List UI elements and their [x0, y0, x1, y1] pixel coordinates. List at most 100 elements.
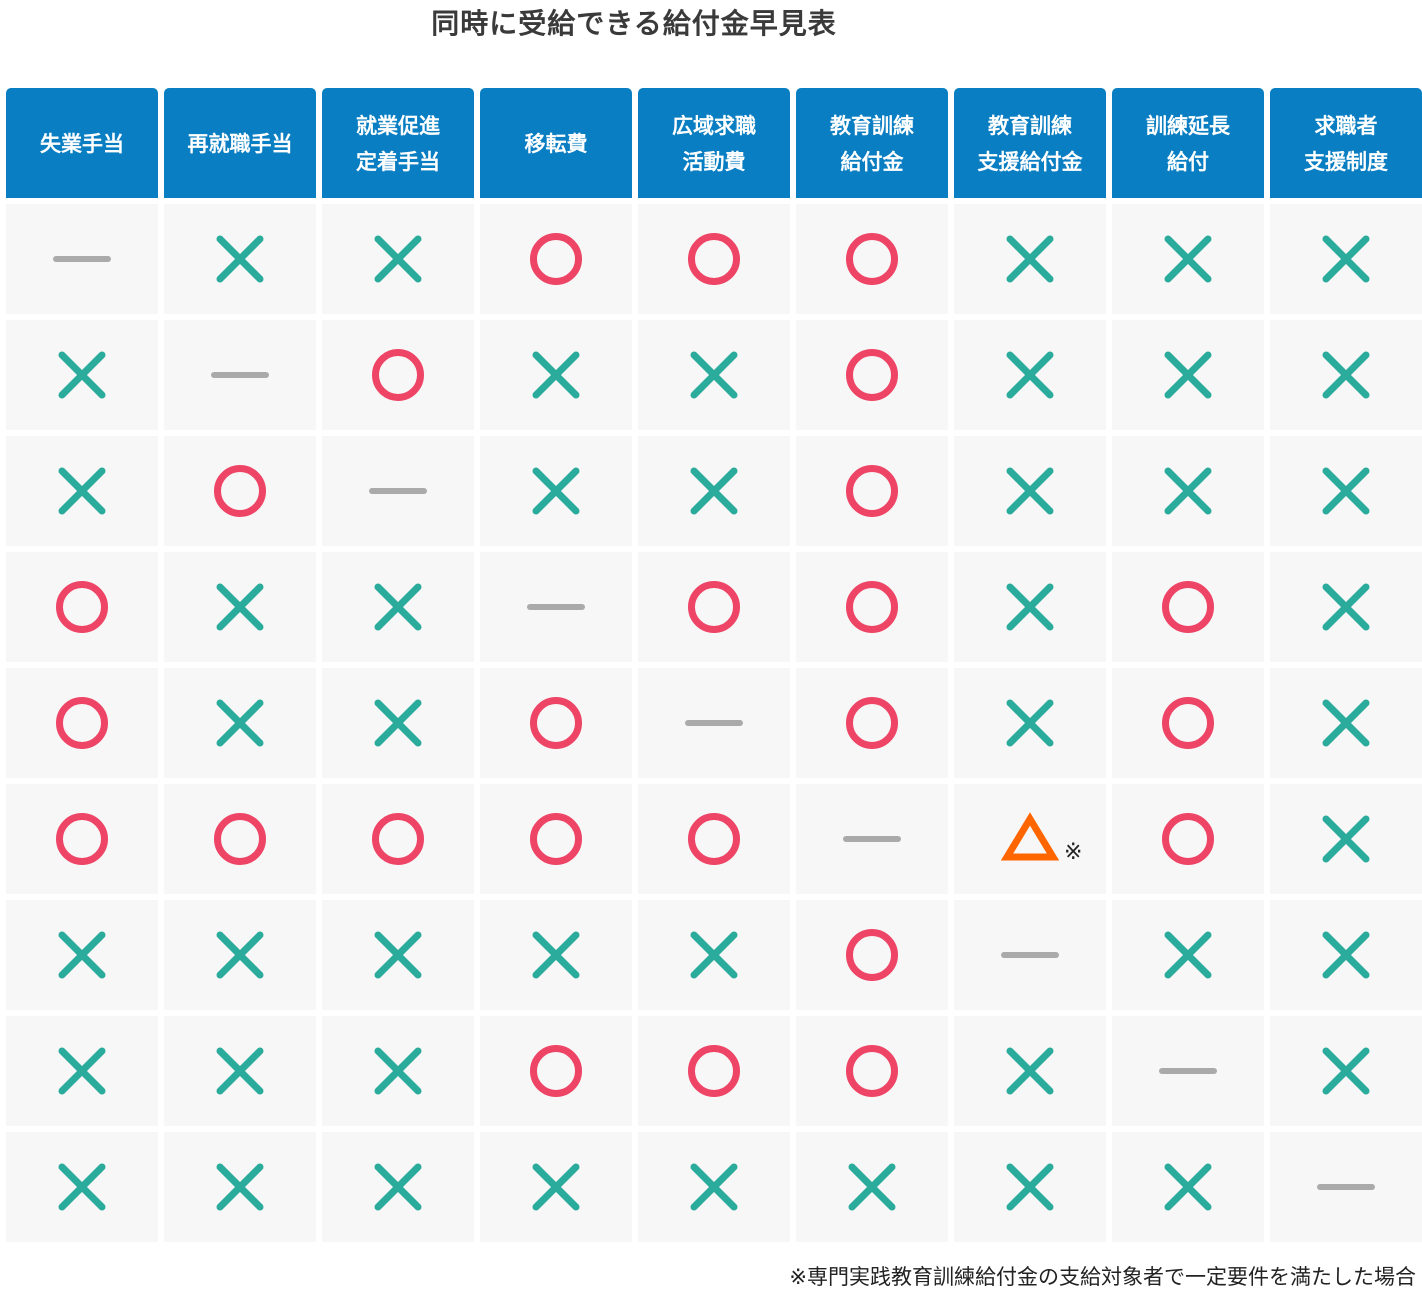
table-cell — [1270, 1132, 1422, 1242]
table-cell — [322, 784, 474, 894]
cross-icon — [368, 577, 428, 637]
table-cell — [638, 320, 790, 430]
circle-icon — [368, 809, 428, 869]
dash-icon — [52, 229, 112, 289]
table-body: ※ — [6, 204, 1422, 1242]
table-cell — [796, 1132, 948, 1242]
table-cell — [164, 436, 316, 546]
column-header: 就業促進 定着手当 — [322, 88, 474, 198]
table-cell — [480, 668, 632, 778]
table-cell — [1270, 668, 1422, 778]
dash-icon — [1000, 925, 1060, 985]
column-header-label: 就業促進 定着手当 — [356, 114, 440, 174]
table-row — [6, 668, 1422, 778]
circle-icon — [526, 693, 586, 753]
cross-icon — [526, 1157, 586, 1217]
cross-icon — [1158, 925, 1218, 985]
table-cell — [796, 204, 948, 314]
cross-icon — [1316, 229, 1376, 289]
table-row — [6, 204, 1422, 314]
table-cell — [796, 320, 948, 430]
cross-icon — [368, 1041, 428, 1101]
column-header: 教育訓練 給付金 — [796, 88, 948, 198]
table-cell — [6, 204, 158, 314]
table-cell — [954, 1016, 1106, 1126]
table-cell — [1270, 900, 1422, 1010]
page-title: 同時に受給できる給付金早見表 — [431, 7, 837, 40]
circle-icon — [1158, 693, 1218, 753]
table-header-row: 失業手当 再就職手当 就業促進 定着手当 移転費 広域求職 活動費 教育訓練 給付金 教育訓… — [6, 88, 1422, 198]
column-header: 広域求職 活動費 — [638, 88, 790, 198]
cross-icon — [526, 345, 586, 405]
table-cell — [796, 668, 948, 778]
table-cell — [480, 784, 632, 894]
table-cell — [164, 1132, 316, 1242]
circle-icon — [526, 1041, 586, 1101]
cross-icon — [368, 1157, 428, 1217]
circle-icon — [52, 809, 112, 869]
cross-icon — [1316, 809, 1376, 869]
circle-icon — [526, 229, 586, 289]
table-row — [6, 1016, 1422, 1126]
table-cell — [1112, 1132, 1264, 1242]
table-row — [6, 552, 1422, 662]
table-cell — [6, 668, 158, 778]
table-row: ※ — [6, 784, 1422, 894]
dash-icon — [842, 809, 902, 869]
circle-icon — [210, 809, 270, 869]
table-cell — [796, 436, 948, 546]
dash-icon — [210, 345, 270, 405]
circle-icon — [52, 693, 112, 753]
cross-icon — [210, 1041, 270, 1101]
table-cell — [1270, 436, 1422, 546]
cross-icon — [684, 345, 744, 405]
cross-icon — [684, 925, 744, 985]
cross-icon — [526, 925, 586, 985]
table-cell — [638, 552, 790, 662]
dash-icon — [1316, 1157, 1376, 1217]
cross-icon — [842, 1157, 902, 1217]
cross-icon — [1000, 577, 1060, 637]
table-cell — [638, 900, 790, 1010]
table-cell — [1112, 552, 1264, 662]
table-cell — [322, 436, 474, 546]
cross-icon — [1000, 693, 1060, 753]
cross-icon — [1000, 345, 1060, 405]
cross-icon — [52, 925, 112, 985]
cross-icon — [1316, 693, 1376, 753]
table-cell — [6, 436, 158, 546]
circle-icon — [684, 809, 744, 869]
cross-icon — [1000, 461, 1060, 521]
table-cell — [164, 900, 316, 1010]
table-cell — [954, 900, 1106, 1010]
cross-icon — [210, 229, 270, 289]
note-reference-mark: ※ — [1064, 840, 1083, 865]
table-cell — [1270, 320, 1422, 430]
column-header-label: 失業手当 — [40, 132, 124, 156]
cross-icon — [52, 1157, 112, 1217]
circle-icon — [526, 809, 586, 869]
table-cell — [480, 900, 632, 1010]
table-cell — [638, 668, 790, 778]
table-cell — [480, 552, 632, 662]
cross-icon — [210, 693, 270, 753]
circle-icon — [684, 229, 744, 289]
table-cell — [480, 204, 632, 314]
table-cell — [1112, 204, 1264, 314]
cross-icon — [368, 925, 428, 985]
column-header: 求職者 支援制度 — [1270, 88, 1422, 198]
cross-icon — [526, 461, 586, 521]
table-cell — [322, 204, 474, 314]
compatibility-table: 失業手当 再就職手当 就業促進 定着手当 移転費 広域求職 活動費 教育訓練 給付金 教育訓… — [6, 88, 1422, 1242]
table-cell — [954, 552, 1106, 662]
cross-icon — [52, 1041, 112, 1101]
table-cell — [6, 900, 158, 1010]
dash-icon — [1158, 1041, 1218, 1101]
cross-icon — [1000, 1157, 1060, 1217]
table-cell — [1270, 204, 1422, 314]
column-header-label: 教育訓練 給付金 — [830, 114, 914, 174]
dash-icon — [526, 577, 586, 637]
table-cell — [322, 1016, 474, 1126]
cross-icon — [1158, 461, 1218, 521]
table-cell — [1112, 436, 1264, 546]
